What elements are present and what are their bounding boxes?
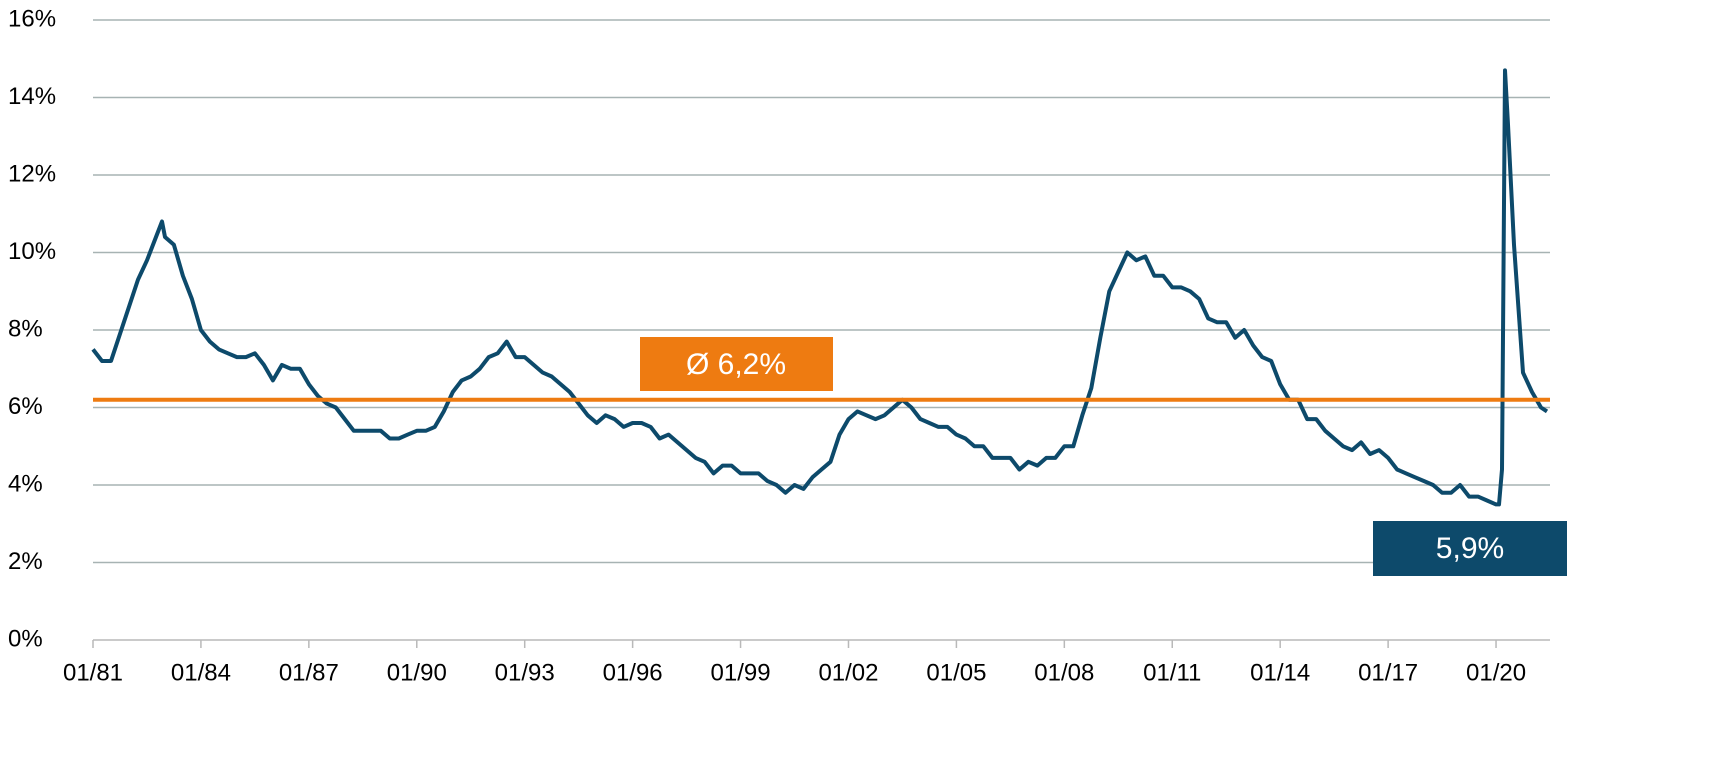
last-value-label: 5,9% <box>1436 532 1504 565</box>
x-tick-label: 01/87 <box>279 659 339 686</box>
y-tick-label: 6% <box>8 393 43 420</box>
y-tick-label: 14% <box>8 83 56 110</box>
x-tick-label: 01/08 <box>1034 659 1094 686</box>
y-tick-label: 2% <box>8 548 43 575</box>
x-tick-label: 01/20 <box>1466 659 1526 686</box>
last-value-box <box>1373 521 1567 576</box>
x-tick-label: 01/84 <box>171 659 231 686</box>
y-tick-label: 4% <box>8 470 43 497</box>
y-tick-label: 8% <box>8 315 43 342</box>
x-tick-label: 01/05 <box>926 659 986 686</box>
x-tick-label: 01/02 <box>818 659 878 686</box>
average-label: Ø 6,2% <box>686 348 786 381</box>
x-tick-label: 01/99 <box>711 659 771 686</box>
x-tick-label: 01/14 <box>1250 659 1310 686</box>
average-label-box <box>640 337 833 391</box>
x-tick-label: 01/90 <box>387 659 447 686</box>
x-tick-label: 01/11 <box>1143 659 1201 686</box>
x-tick-label: 01/81 <box>63 659 123 686</box>
series-line <box>91 68 1549 507</box>
x-tick-label: 01/93 <box>495 659 555 686</box>
x-tick-label: 01/96 <box>603 659 663 686</box>
y-tick-label: 16% <box>8 5 56 32</box>
y-tick-label: 10% <box>8 238 56 265</box>
y-tick-label: 0% <box>8 625 43 652</box>
x-tick-label: 01/17 <box>1358 659 1418 686</box>
y-tick-label: 12% <box>8 160 56 187</box>
